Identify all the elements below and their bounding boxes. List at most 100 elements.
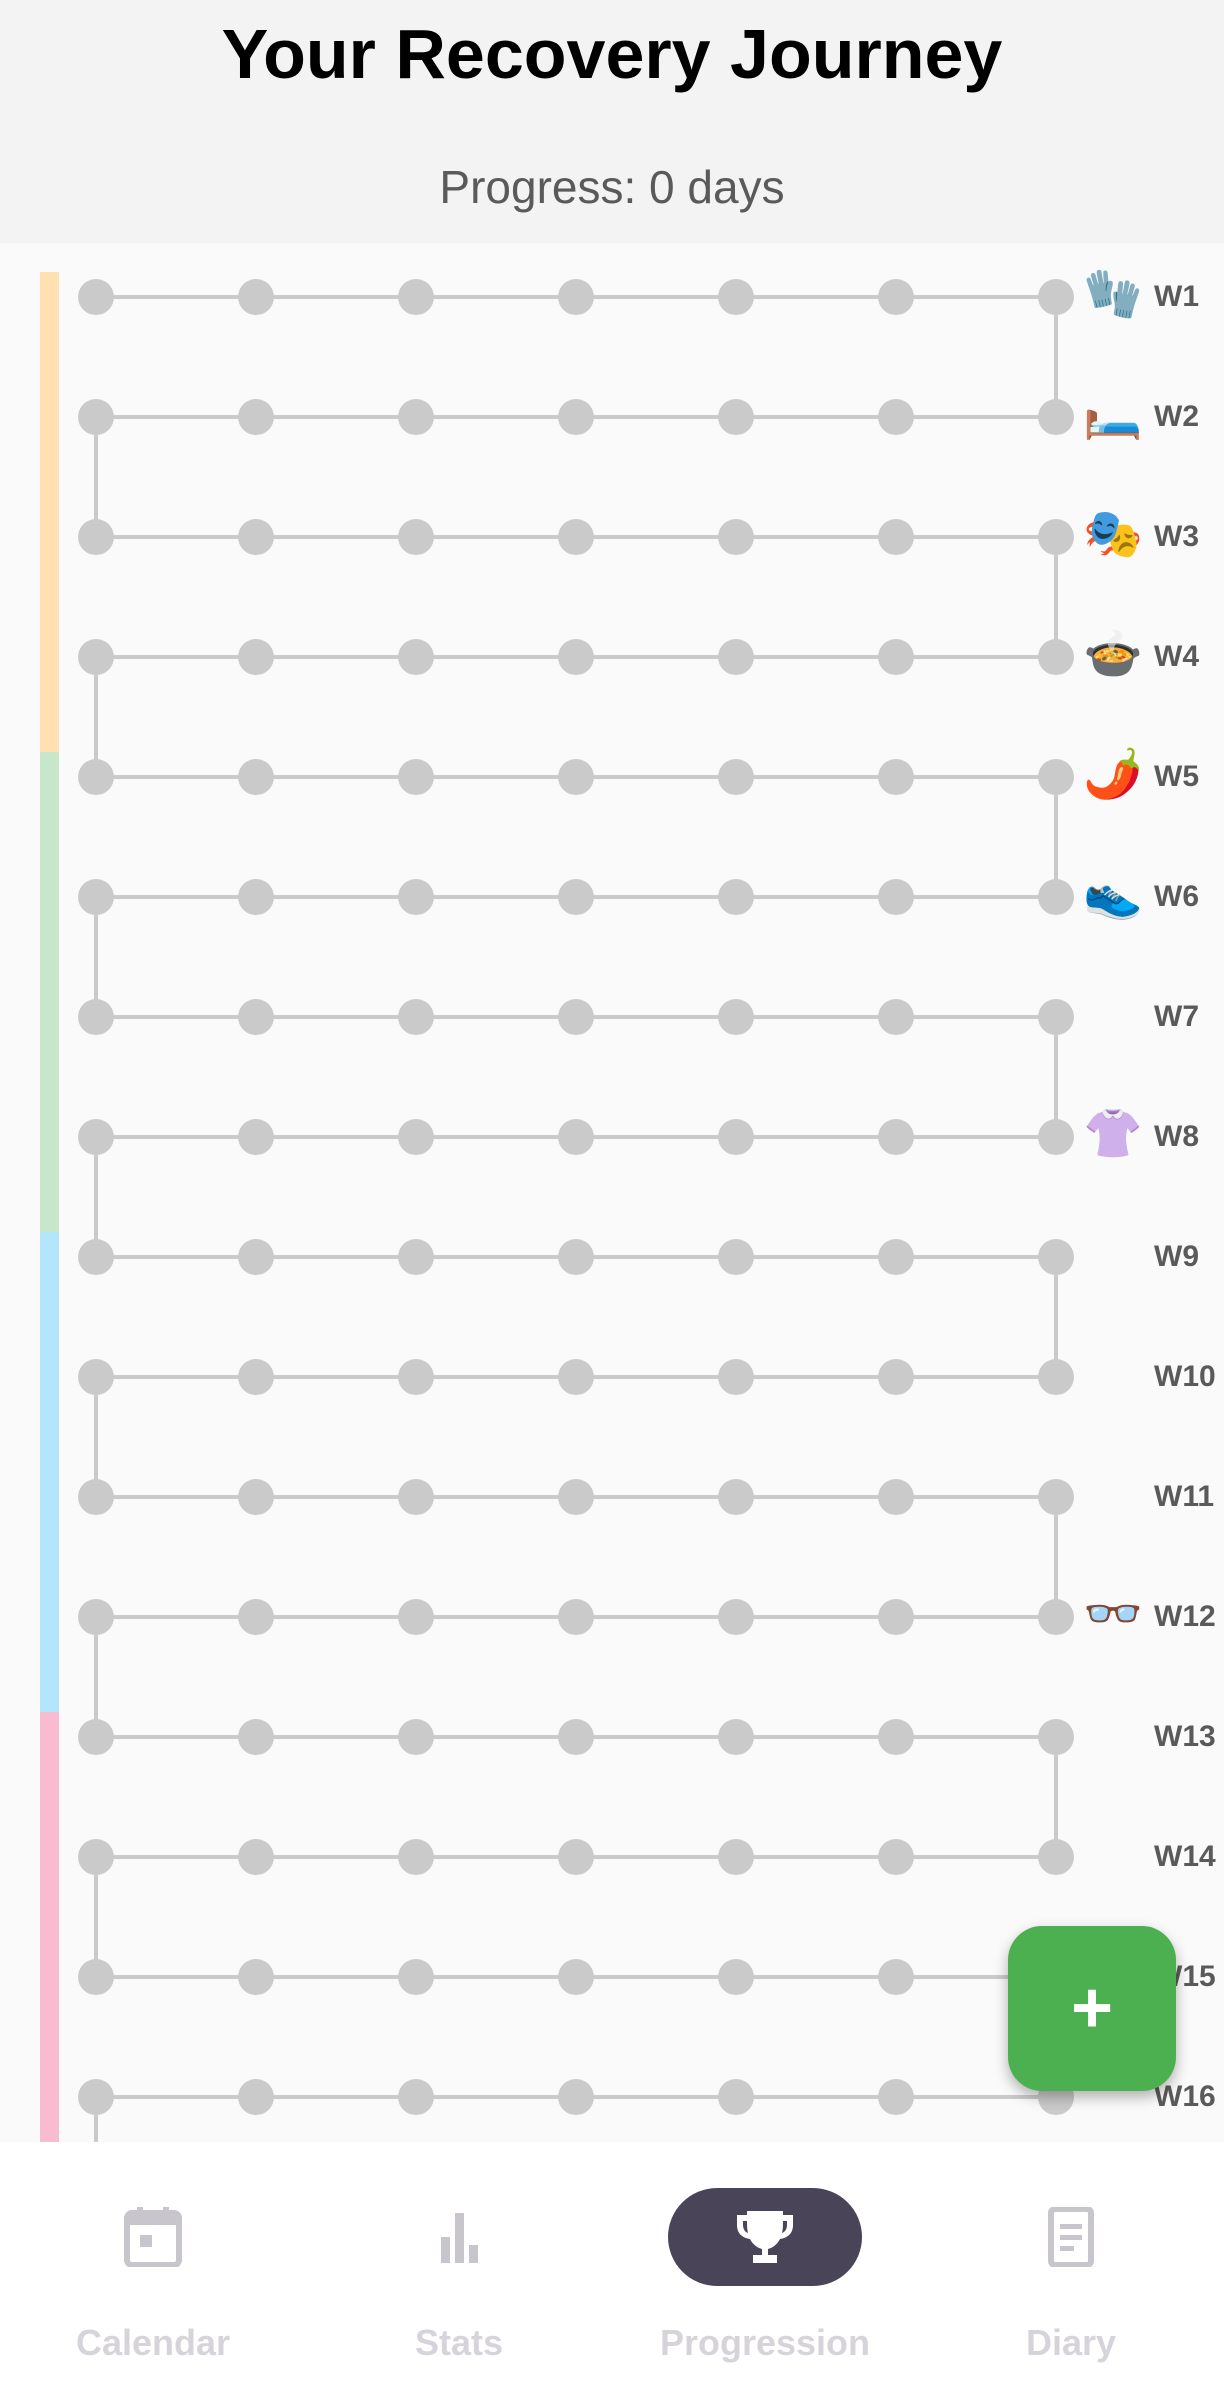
- day-dot[interactable]: [718, 639, 754, 675]
- day-dot[interactable]: [1038, 1119, 1074, 1155]
- nav-item-calendar[interactable]: Calendar: [0, 2142, 306, 2400]
- day-dot[interactable]: [398, 639, 434, 675]
- day-dot[interactable]: [398, 1239, 434, 1275]
- journey-map[interactable]: 🧤 W1 🛏️ W2 🎭 W3 🍲 W4 🌶️ W5 👟 W6 W7 👚 W8 W9 W10 W11 👓 W12 W13…: [0, 243, 1224, 2142]
- day-dot[interactable]: [878, 399, 914, 435]
- day-dot[interactable]: [1038, 879, 1074, 915]
- day-dot[interactable]: [398, 879, 434, 915]
- day-dot[interactable]: [1038, 399, 1074, 435]
- day-dot[interactable]: [238, 1719, 274, 1755]
- day-dot[interactable]: [878, 1119, 914, 1155]
- day-dot[interactable]: [238, 1479, 274, 1515]
- day-dot[interactable]: [558, 1479, 594, 1515]
- day-dot[interactable]: [558, 1359, 594, 1395]
- day-dot[interactable]: [878, 1959, 914, 1995]
- day-dot[interactable]: [398, 2079, 434, 2115]
- day-dot[interactable]: [398, 399, 434, 435]
- day-dot[interactable]: [398, 759, 434, 795]
- day-dot[interactable]: [238, 1239, 274, 1275]
- day-dot[interactable]: [238, 639, 274, 675]
- day-dot[interactable]: [1038, 1839, 1074, 1875]
- day-dot[interactable]: [1038, 759, 1074, 795]
- day-dot[interactable]: [78, 1479, 114, 1515]
- day-dot[interactable]: [398, 1599, 434, 1635]
- day-dot[interactable]: [238, 1119, 274, 1155]
- day-dot[interactable]: [878, 1479, 914, 1515]
- day-dot[interactable]: [238, 1599, 274, 1635]
- day-dot[interactable]: [558, 1239, 594, 1275]
- day-dot[interactable]: [398, 1479, 434, 1515]
- day-dot[interactable]: [238, 1959, 274, 1995]
- day-dot[interactable]: [1038, 999, 1074, 1035]
- day-dot[interactable]: [718, 1839, 754, 1875]
- day-dot[interactable]: [78, 2079, 114, 2115]
- add-entry-button[interactable]: +: [1008, 1926, 1176, 2091]
- day-dot[interactable]: [718, 1239, 754, 1275]
- day-dot[interactable]: [398, 519, 434, 555]
- day-dot[interactable]: [238, 1359, 274, 1395]
- day-dot[interactable]: [718, 1359, 754, 1395]
- day-dot[interactable]: [718, 2079, 754, 2115]
- day-dot[interactable]: [718, 279, 754, 315]
- day-dot[interactable]: [878, 2079, 914, 2115]
- day-dot[interactable]: [718, 1719, 754, 1755]
- day-dot[interactable]: [398, 279, 434, 315]
- day-dot[interactable]: [78, 1719, 114, 1755]
- day-dot[interactable]: [718, 399, 754, 435]
- day-dot[interactable]: [558, 1119, 594, 1155]
- day-dot[interactable]: [558, 1719, 594, 1755]
- day-dot[interactable]: [238, 999, 274, 1035]
- day-dot[interactable]: [878, 279, 914, 315]
- day-dot[interactable]: [1038, 279, 1074, 315]
- day-dot[interactable]: [878, 879, 914, 915]
- day-dot[interactable]: [1038, 1359, 1074, 1395]
- day-dot[interactable]: [718, 879, 754, 915]
- day-dot[interactable]: [78, 759, 114, 795]
- day-dot[interactable]: [878, 1839, 914, 1875]
- day-dot[interactable]: [558, 639, 594, 675]
- day-dot[interactable]: [78, 1959, 114, 1995]
- day-dot[interactable]: [78, 999, 114, 1035]
- day-dot[interactable]: [558, 1599, 594, 1635]
- day-dot[interactable]: [1038, 1599, 1074, 1635]
- day-dot[interactable]: [1038, 1239, 1074, 1275]
- day-dot[interactable]: [718, 1599, 754, 1635]
- day-dot[interactable]: [878, 999, 914, 1035]
- day-dot[interactable]: [718, 519, 754, 555]
- day-dot[interactable]: [558, 399, 594, 435]
- nav-item-diary[interactable]: Diary: [918, 2142, 1224, 2400]
- day-dot[interactable]: [78, 399, 114, 435]
- day-dot[interactable]: [718, 1959, 754, 1995]
- day-dot[interactable]: [1038, 1479, 1074, 1515]
- nav-item-progression[interactable]: Progression: [612, 2142, 918, 2400]
- day-dot[interactable]: [558, 1839, 594, 1875]
- day-dot[interactable]: [398, 1839, 434, 1875]
- day-dot[interactable]: [718, 999, 754, 1035]
- day-dot[interactable]: [78, 879, 114, 915]
- day-dot[interactable]: [398, 1719, 434, 1755]
- day-dot[interactable]: [558, 2079, 594, 2115]
- day-dot[interactable]: [878, 1239, 914, 1275]
- day-dot[interactable]: [78, 1839, 114, 1875]
- day-dot[interactable]: [558, 519, 594, 555]
- day-dot[interactable]: [238, 399, 274, 435]
- day-dot[interactable]: [718, 1479, 754, 1515]
- day-dot[interactable]: [558, 279, 594, 315]
- day-dot[interactable]: [78, 1599, 114, 1635]
- day-dot[interactable]: [238, 279, 274, 315]
- day-dot[interactable]: [238, 879, 274, 915]
- nav-item-stats[interactable]: Stats: [306, 2142, 612, 2400]
- day-dot[interactable]: [1038, 519, 1074, 555]
- day-dot[interactable]: [78, 279, 114, 315]
- day-dot[interactable]: [878, 1599, 914, 1635]
- day-dot[interactable]: [78, 1119, 114, 1155]
- day-dot[interactable]: [558, 1959, 594, 1995]
- day-dot[interactable]: [878, 639, 914, 675]
- day-dot[interactable]: [398, 1119, 434, 1155]
- day-dot[interactable]: [238, 1839, 274, 1875]
- day-dot[interactable]: [878, 1719, 914, 1755]
- day-dot[interactable]: [398, 999, 434, 1035]
- day-dot[interactable]: [878, 1359, 914, 1395]
- day-dot[interactable]: [718, 759, 754, 795]
- day-dot[interactable]: [78, 1359, 114, 1395]
